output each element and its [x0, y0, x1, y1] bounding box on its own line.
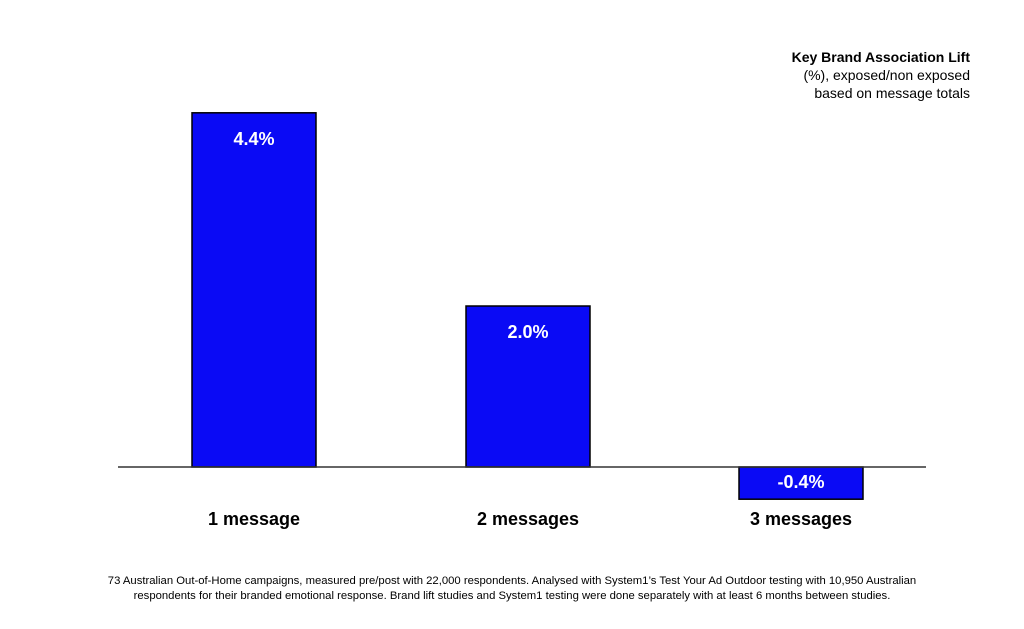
bar-value-label-2: 2.0%	[507, 322, 548, 342]
bar-1	[191, 112, 317, 468]
footnote: 73 Australian Out-of-Home campaigns, mea…	[40, 574, 984, 604]
footnote-line-2: respondents for their branded emotional …	[133, 590, 891, 602]
labels-layer: 4.4% 1 message 2.0% 2 messages -0.4% 3 messag…	[208, 129, 852, 529]
bars-layer	[191, 112, 864, 500]
category-label-1: 1 message	[208, 509, 300, 529]
chart-legend: Key Brand Association Lift (%), exposed/…	[792, 48, 970, 102]
category-label-2: 2 messages	[477, 509, 579, 529]
legend-subtitle-line-2: based on message totals	[814, 85, 970, 101]
footnote-line-1: 73 Australian Out-of-Home campaigns, mea…	[107, 575, 917, 587]
bar-value-label-1: 4.4%	[233, 129, 274, 149]
bar-value-label-3: -0.4%	[777, 472, 824, 492]
legend-subtitle-line-1: (%), exposed/non exposed	[803, 67, 970, 83]
legend-title: Key Brand Association Lift	[791, 49, 970, 65]
bar-chart: 4.4% 1 message 2.0% 2 messages -0.4% 3 messag…	[118, 112, 926, 529]
category-label-3: 3 messages	[750, 509, 852, 529]
bar-2	[465, 305, 591, 468]
